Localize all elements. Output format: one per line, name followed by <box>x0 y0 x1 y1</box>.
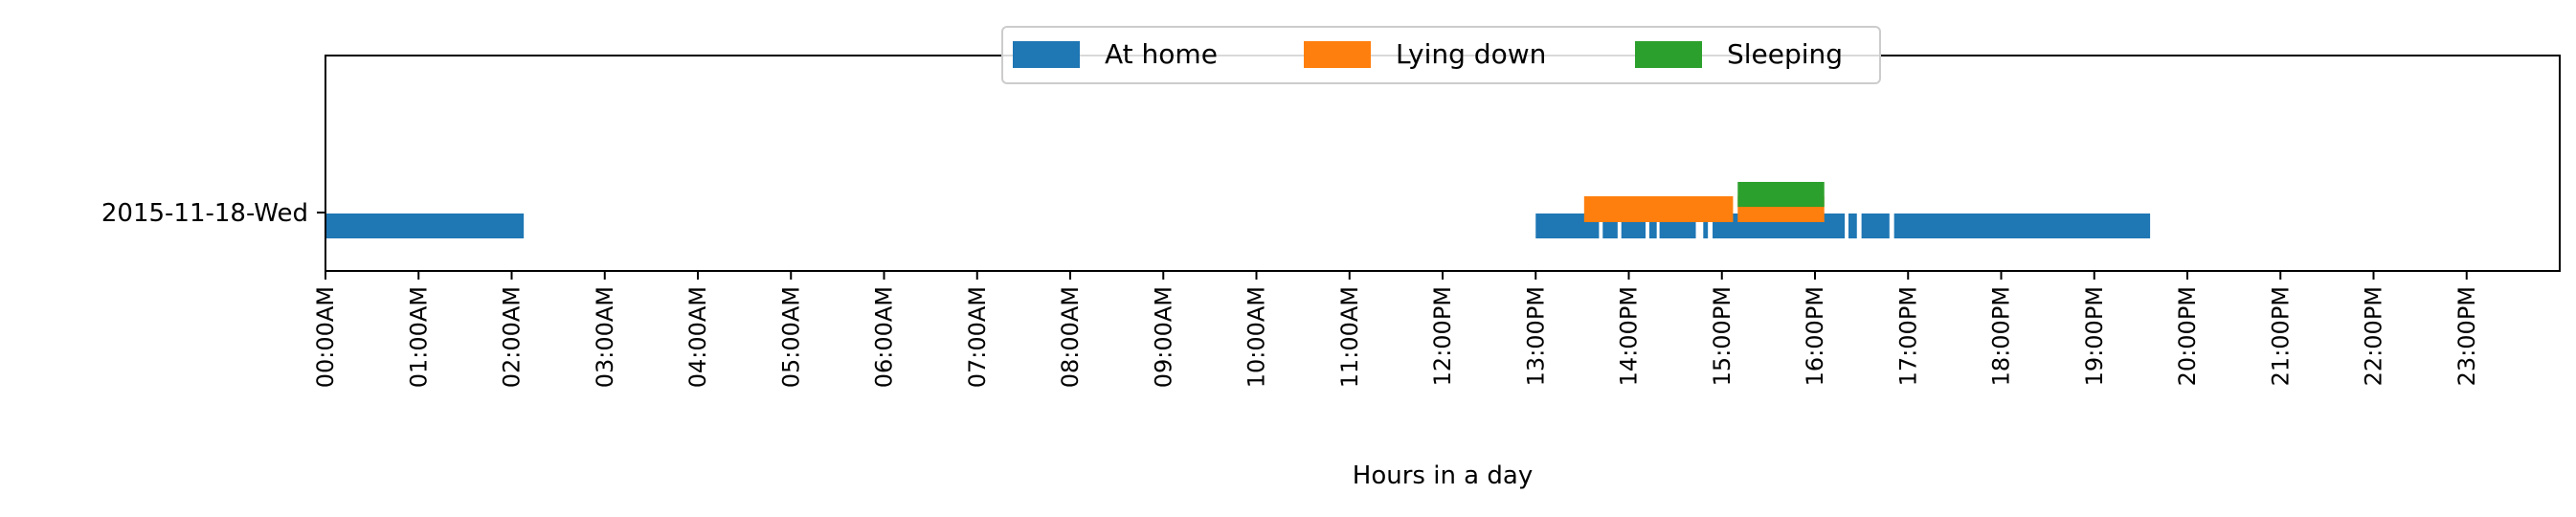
x-tick-label: 21:00PM <box>2267 286 2294 386</box>
y-axis: 2015-11-18-Wed <box>101 199 325 228</box>
x-tick-label: 03:00AM <box>592 286 618 388</box>
x-tick-label: 02:00AM <box>499 286 526 388</box>
x-tick-label: 08:00AM <box>1057 286 1084 388</box>
x-tick-label: 01:00AM <box>405 286 432 388</box>
bar-at-home-10 <box>1893 214 2151 238</box>
legend-swatch-at-home <box>1013 41 1080 68</box>
x-tick-label: 06:00AM <box>871 286 898 388</box>
plot-frame <box>325 55 2561 272</box>
bar-at-home-4 <box>1648 214 1657 238</box>
x-tick-label: 12:00PM <box>1429 286 1456 386</box>
x-tick-label: 18:00PM <box>1988 286 2015 386</box>
y-tick-label: 2015-11-18-Wed <box>101 199 308 228</box>
bar-sleeping-0 <box>1737 182 1825 207</box>
legend-swatch-lying-down <box>1304 41 1371 68</box>
legend-label-at-home: At home <box>1105 38 1218 70</box>
bar-at-home-6 <box>1703 214 1709 238</box>
bars-layer <box>325 182 2151 238</box>
x-tick-label: 04:00AM <box>684 286 711 388</box>
x-tick-label: 19:00PM <box>2081 286 2108 386</box>
x-axis: 00:00AM 01:00AM 02:00AM 03:00AM 04:00AM 05:00… <box>312 271 2480 388</box>
x-tick-label: 23:00PM <box>2453 286 2480 386</box>
x-tick-label: 09:00AM <box>1150 286 1176 388</box>
legend: At home Lying down Sleeping <box>1001 26 1881 84</box>
legend-swatch-sleeping <box>1635 41 1702 68</box>
x-tick-label: 05:00AM <box>777 286 804 388</box>
x-tick-label: 11:00AM <box>1336 286 1363 388</box>
x-axis-label: Hours in a day <box>1353 461 1533 490</box>
x-tick-label: 00:00AM <box>312 286 339 388</box>
x-tick-label: 10:00AM <box>1243 286 1270 388</box>
x-tick-label: 22:00PM <box>2361 286 2387 386</box>
x-tick-label: 07:00AM <box>964 286 991 388</box>
legend-label-sleeping: Sleeping <box>1727 38 1843 70</box>
x-tick-label: 14:00PM <box>1616 286 1643 386</box>
x-tick-label: 15:00PM <box>1709 286 1736 386</box>
bar-at-home-9 <box>1861 214 1890 238</box>
bar-at-home-0 <box>325 214 525 238</box>
x-tick-label: 20:00PM <box>2174 286 2201 386</box>
x-tick-label: 17:00PM <box>1894 286 1921 386</box>
bar-lying-down-0 <box>1583 196 1734 222</box>
bar-at-home-8 <box>1848 214 1857 238</box>
legend-label-lying-down: Lying down <box>1396 38 1546 70</box>
legend-box <box>1001 26 1881 84</box>
x-tick-label: 13:00PM <box>1522 286 1549 386</box>
x-tick-label: 16:00PM <box>1802 286 1828 386</box>
